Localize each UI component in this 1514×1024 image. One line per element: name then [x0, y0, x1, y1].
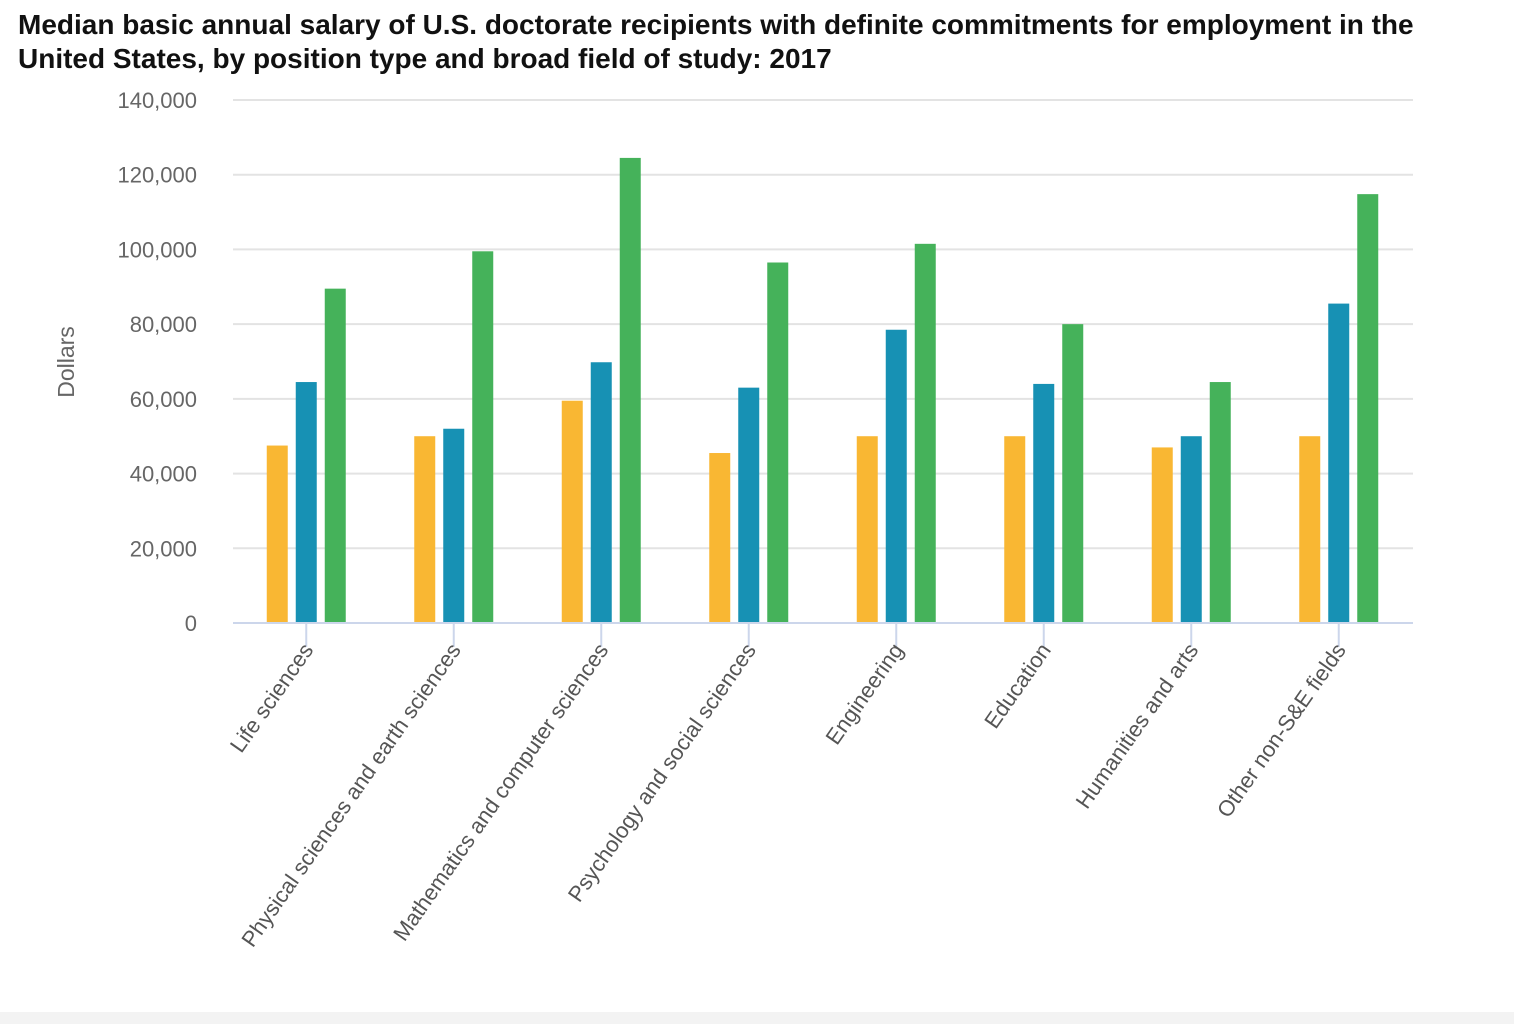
bar [738, 387, 760, 623]
gridlines [233, 99, 1413, 550]
y-tick-label: 0 [185, 611, 197, 636]
bar [856, 436, 878, 623]
x-tick-label: Humanities and arts [1071, 639, 1204, 814]
y-tick-label: 140,000 [117, 88, 197, 113]
bar [767, 262, 789, 623]
bar [1062, 324, 1084, 623]
chart-title: Median basic annual salary of U.S. docto… [18, 9, 1414, 74]
bar [266, 445, 288, 623]
bar [1004, 436, 1026, 623]
bar [709, 453, 731, 623]
bar [1328, 303, 1350, 623]
bar [1180, 436, 1202, 623]
bar [590, 362, 612, 623]
bar [1299, 436, 1321, 623]
bar [414, 436, 436, 623]
y-tick-label: 40,000 [130, 462, 197, 487]
y-axis-ticks: 0 20,000 40,000 60,000 80,000 100,000 120,000 1… [117, 88, 197, 636]
bar [561, 400, 583, 623]
x-axis [233, 622, 1413, 647]
y-tick-label: 80,000 [130, 312, 197, 337]
y-axis-title: Dollars [53, 326, 79, 398]
bar [1209, 382, 1231, 623]
y-tick-label: 20,000 [130, 536, 197, 561]
bar [1033, 383, 1055, 623]
bar [619, 157, 641, 623]
x-tick-label: Life sciences [225, 639, 318, 758]
bar [1357, 194, 1379, 623]
bar [914, 243, 936, 623]
bar [472, 251, 494, 623]
y-tick-label: 60,000 [130, 387, 197, 412]
bar [324, 288, 346, 623]
y-tick-label: 100,000 [117, 237, 197, 262]
bars [266, 157, 1379, 623]
bar [295, 382, 317, 623]
bottom-strip [0, 1012, 1514, 1024]
bar [1151, 447, 1173, 623]
x-tick-label: Education [979, 639, 1056, 734]
bar [885, 329, 907, 623]
x-tick-label: Other non-S&E fields [1212, 639, 1351, 823]
x-tick-label: Engineering [821, 639, 909, 750]
bar [443, 428, 465, 623]
y-tick-label: 120,000 [117, 163, 197, 188]
